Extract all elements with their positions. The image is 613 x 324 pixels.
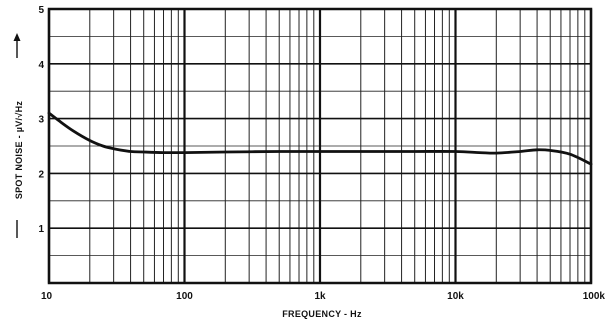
spot-noise-curve (47, 111, 593, 166)
x-tick-label: 100k (583, 291, 606, 302)
y-tick-label: 3 (38, 115, 44, 126)
y-tick-label: 1 (38, 224, 44, 235)
y-axis-label: SPOT NOISE - µV/√Hz (14, 101, 24, 200)
y-tick-label: 4 (38, 60, 44, 71)
minor-grid (49, 9, 591, 283)
x-tick-label: 100 (176, 291, 193, 302)
y-tick-label: 2 (38, 169, 44, 180)
y-arrow-head (13, 33, 21, 41)
x-tick-label: 10k (447, 291, 464, 302)
y-tick-label: 5 (38, 5, 44, 16)
x-tick-labels: 10 100 1k 10k 100k (41, 291, 605, 302)
plot-frame (47, 7, 593, 285)
x-tick-label: 1k (314, 291, 326, 302)
x-axis-label: FREQUENCY - Hz (282, 309, 362, 319)
y-tick-labels: 1 2 3 4 5 (38, 5, 44, 235)
x-tick-label: 10 (41, 291, 53, 302)
y-axis-arrow (13, 33, 21, 238)
